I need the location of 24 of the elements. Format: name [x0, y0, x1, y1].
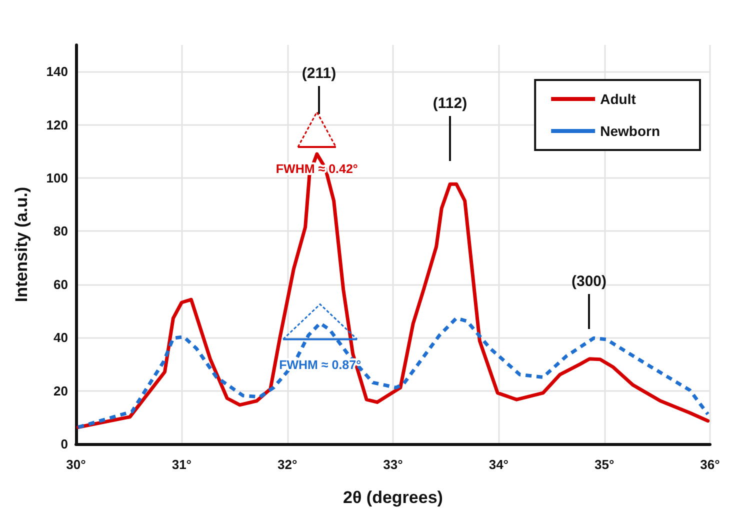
x-tick-label: 31°	[172, 457, 192, 472]
annotation: (300)	[571, 273, 607, 290]
y-tick-label: 0	[60, 436, 68, 452]
y-tick-label: 40	[54, 330, 68, 346]
y-tick-label: 120	[46, 117, 68, 132]
line-series	[76, 316, 710, 429]
y-tick-label: 80	[54, 224, 68, 239]
x-tick-label: 35°	[594, 457, 614, 472]
line-series	[76, 152, 710, 429]
annotation: (112)	[432, 95, 468, 112]
y-tick-label: 100	[46, 170, 68, 186]
legend-label: Adult	[600, 91, 636, 107]
x-tick-label: 30°	[66, 457, 86, 472]
y-tick-label: 60	[54, 276, 68, 292]
x-tick-label: 33°	[383, 457, 403, 472]
annotation: (211)	[302, 65, 336, 82]
x-tick-label: 32°	[277, 457, 298, 472]
y-axis-title: Intensity (a.u.)	[12, 186, 31, 302]
y-tick-label: 20	[54, 383, 68, 398]
x-tick-label: 34°	[488, 457, 509, 472]
x-tick-label: 36°	[700, 457, 720, 472]
legend-label: Newborn	[600, 123, 660, 139]
x-axis-title: 2θ (degrees)	[343, 488, 443, 507]
y-tick-label: 140	[46, 64, 68, 80]
